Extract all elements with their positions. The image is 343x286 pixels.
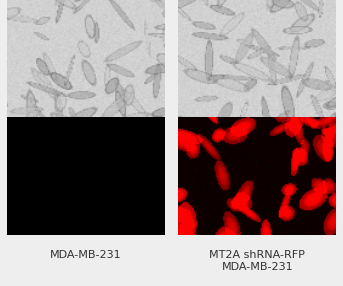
Text: MT2A shRNA-RFP
MDA-MB-231: MT2A shRNA-RFP MDA-MB-231: [209, 250, 305, 272]
Text: MDA-MB-231: MDA-MB-231: [50, 250, 121, 260]
